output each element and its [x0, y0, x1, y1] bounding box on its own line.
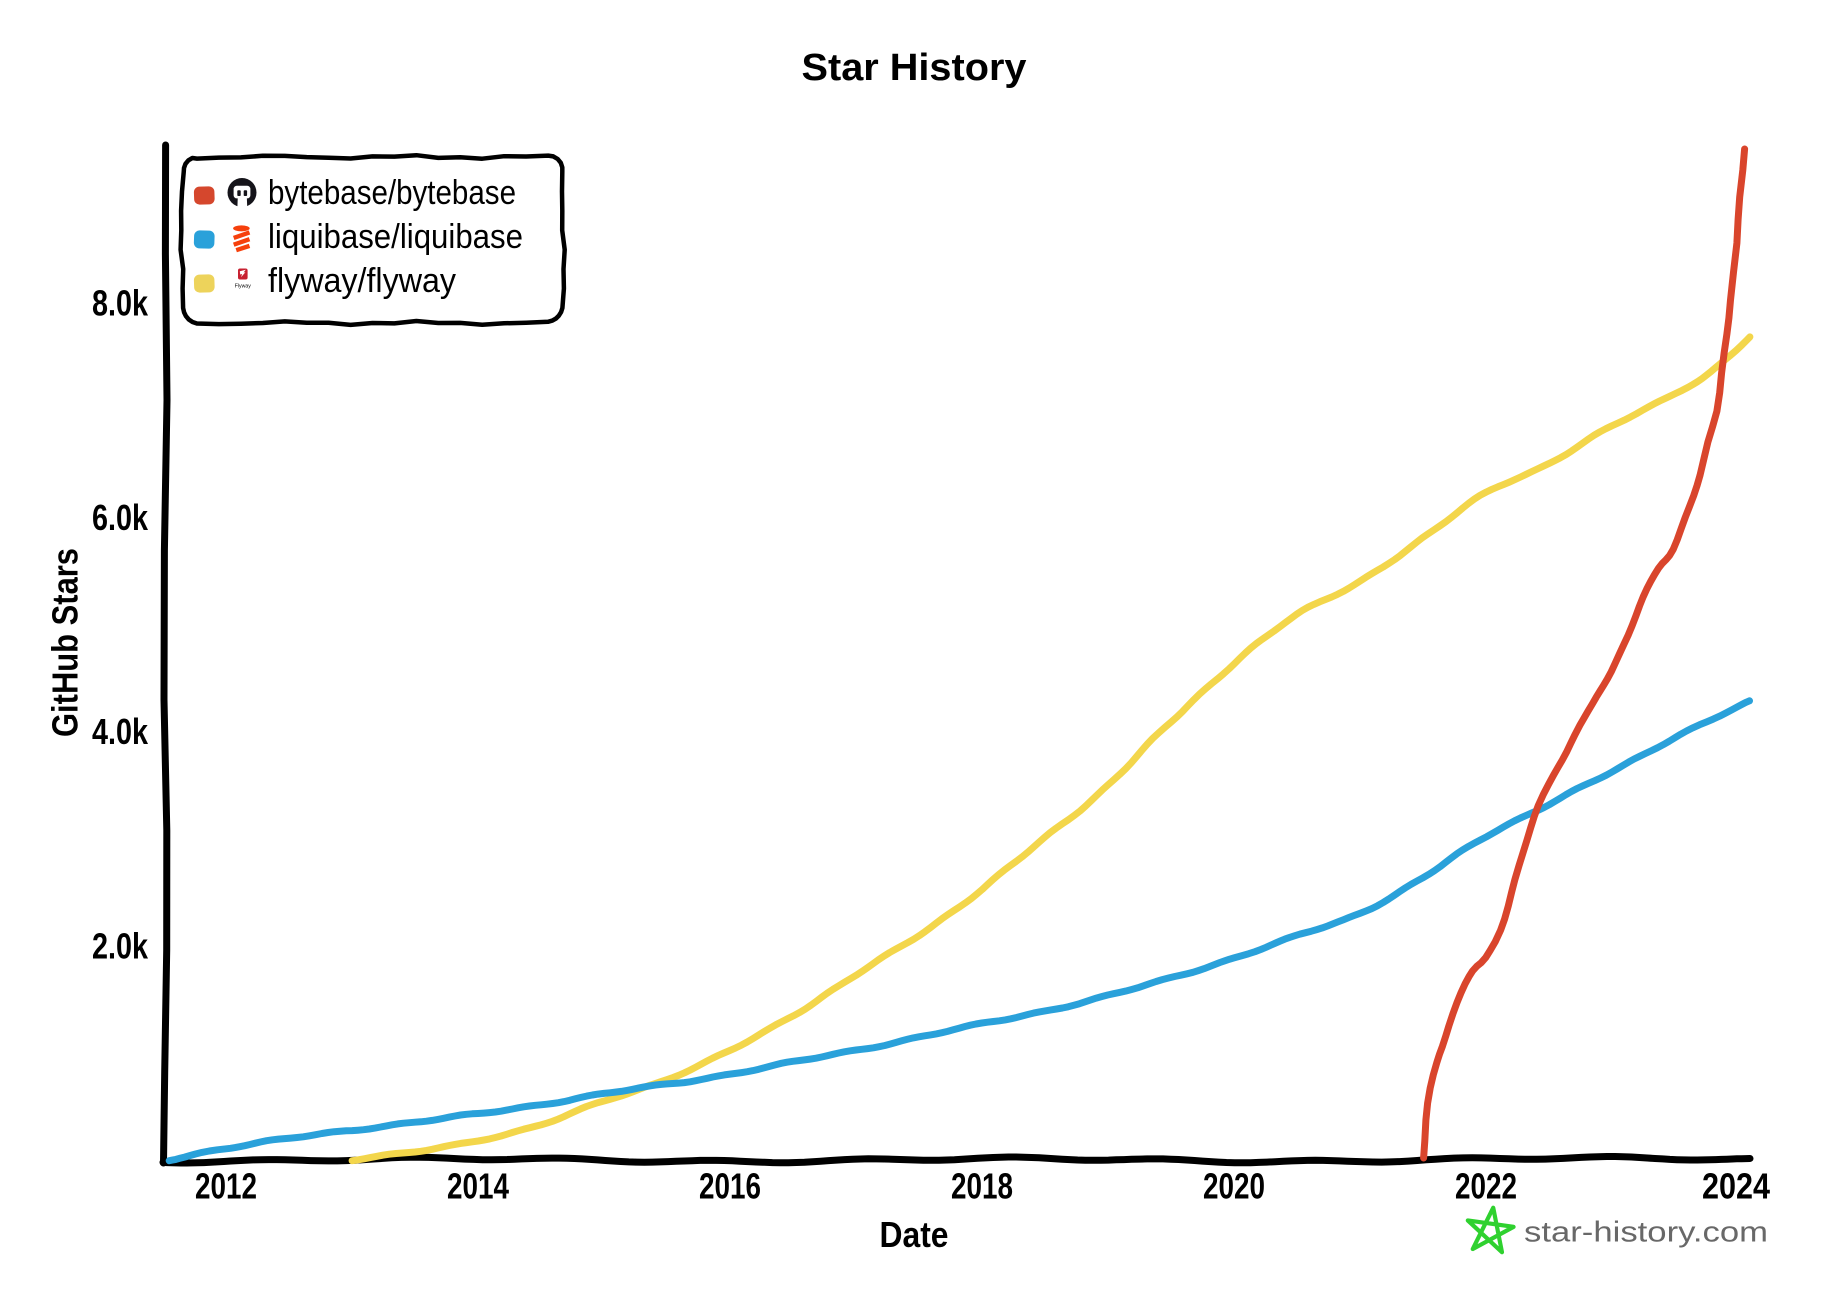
svg-text:2022: 2022 — [1455, 1166, 1517, 1207]
svg-text:bytebase/bytebase: bytebase/bytebase — [268, 174, 516, 212]
svg-text:2014: 2014 — [447, 1166, 509, 1207]
svg-text:2012: 2012 — [195, 1166, 257, 1207]
svg-text:Flyway: Flyway — [235, 284, 252, 290]
svg-text:6.0k: 6.0k — [92, 497, 149, 538]
svg-text:2016: 2016 — [699, 1166, 761, 1207]
svg-text:star-history.com: star-history.com — [1524, 1217, 1768, 1249]
svg-text:Star History: Star History — [802, 47, 1027, 89]
svg-text:2018: 2018 — [951, 1166, 1013, 1207]
svg-text:liquibase/liquibase: liquibase/liquibase — [268, 218, 523, 256]
svg-text:GitHub Stars: GitHub Stars — [45, 548, 86, 737]
svg-text:2024: 2024 — [1702, 1166, 1770, 1207]
svg-text:4.0k: 4.0k — [92, 711, 149, 752]
svg-text:2020: 2020 — [1203, 1166, 1265, 1207]
svg-text:2.0k: 2.0k — [92, 926, 149, 967]
svg-text:8.0k: 8.0k — [92, 283, 149, 324]
svg-text:flyway/flyway: flyway/flyway — [268, 262, 456, 300]
svg-text:Date: Date — [880, 1214, 949, 1255]
